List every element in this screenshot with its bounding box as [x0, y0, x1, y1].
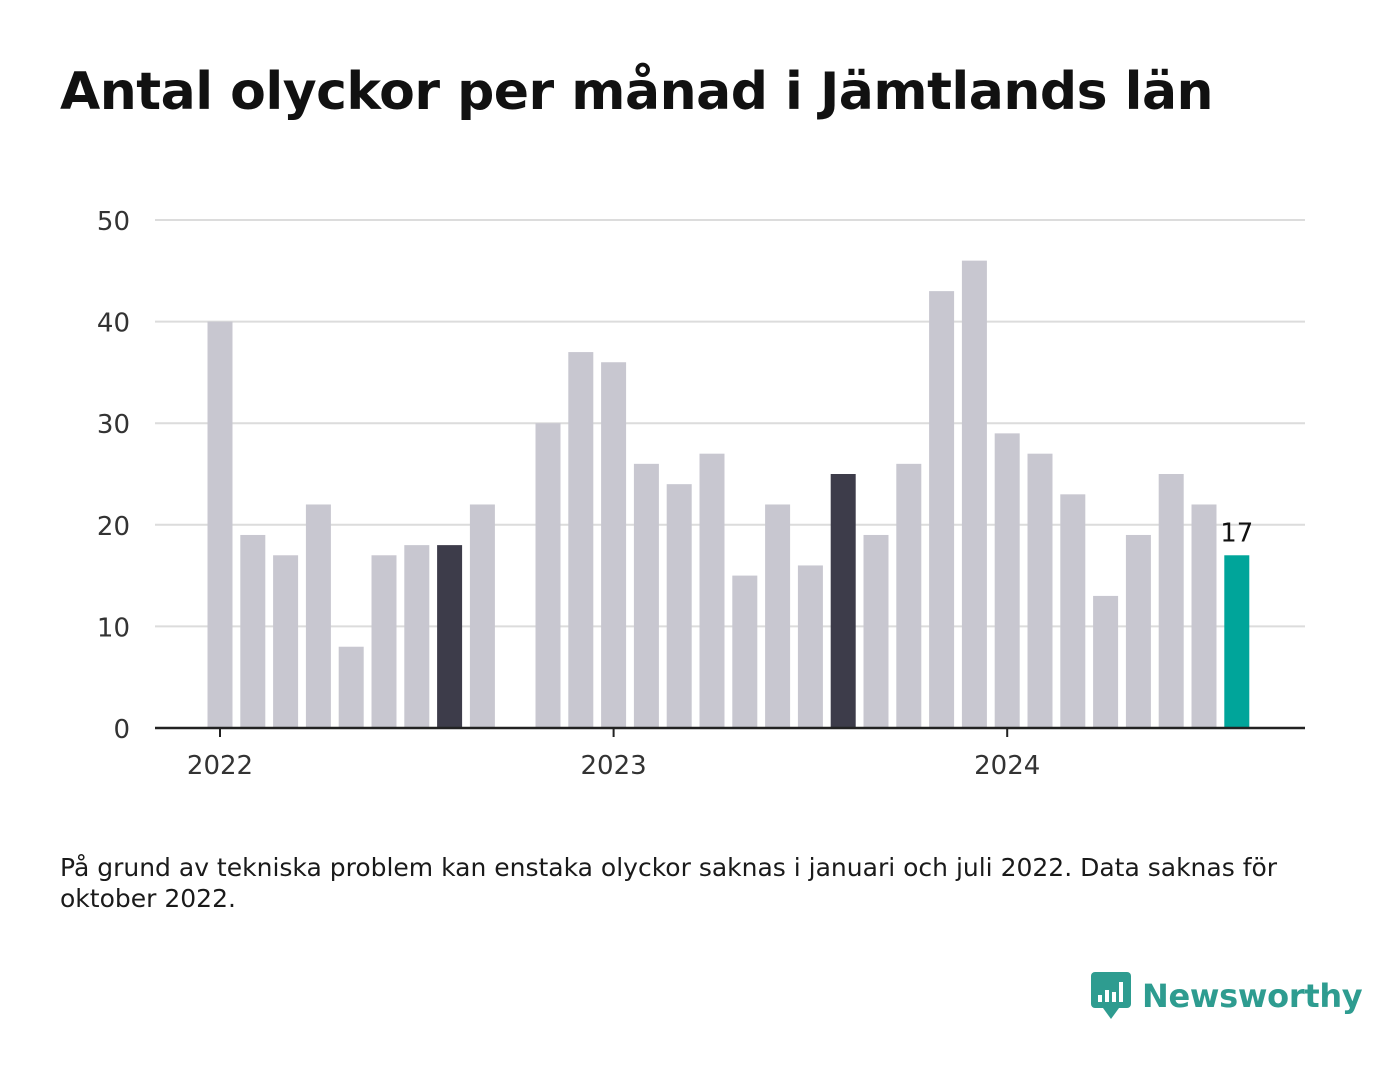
- x-tick-label: 2023: [581, 751, 647, 781]
- y-tick-label: 20: [97, 512, 130, 542]
- bar: [633, 463, 659, 728]
- bar: [1191, 504, 1217, 728]
- bar: [371, 555, 397, 728]
- bar: [765, 504, 791, 728]
- bar-chart: 0 10 20 30 40 50 2022 2023 2024 17: [97, 207, 1305, 781]
- bar: [896, 463, 922, 728]
- data-label: 17: [1220, 518, 1253, 548]
- y-tick-label: 0: [113, 715, 130, 745]
- bar: [469, 504, 495, 728]
- brand-logo: Newsworthy: [1090, 970, 1363, 1022]
- bar: [699, 453, 725, 728]
- bar: [830, 474, 856, 728]
- bar: [732, 575, 758, 728]
- bar: [1224, 555, 1250, 728]
- bar: [961, 260, 987, 728]
- brand-name: Newsworthy: [1142, 977, 1363, 1015]
- bar: [929, 291, 955, 728]
- y-tick-label: 30: [97, 410, 130, 440]
- bar: [1093, 595, 1119, 728]
- bar: [994, 433, 1020, 728]
- bar: [535, 423, 561, 728]
- bar: [568, 352, 594, 728]
- bar: [273, 555, 299, 728]
- bar: [666, 484, 692, 728]
- bar: [305, 504, 331, 728]
- x-tick-label: 2022: [187, 751, 253, 781]
- chart-title: Antal olyckor per månad i Jämtlands län: [60, 62, 1214, 122]
- bar: [863, 534, 889, 728]
- bar: [338, 646, 364, 728]
- bar: [1060, 494, 1086, 728]
- bar: [404, 545, 430, 728]
- y-tick-label: 40: [97, 309, 130, 339]
- bar: [1125, 534, 1151, 728]
- bar: [797, 565, 823, 728]
- x-tick-label: 2024: [974, 751, 1040, 781]
- y-axis-labels: 0 10 20 30 40 50: [97, 207, 130, 745]
- bar: [601, 362, 627, 728]
- bar: [437, 545, 463, 728]
- bar: [1158, 474, 1184, 728]
- bars: [207, 260, 1250, 728]
- bar: [240, 534, 266, 728]
- footnote: På grund av tekniska problem kan enstaka…: [60, 853, 1278, 913]
- annotations: 17: [1220, 518, 1253, 548]
- x-axis: 2022 2023 2024: [155, 726, 1305, 781]
- y-tick-label: 10: [97, 613, 130, 643]
- newsworthy-logo-icon: [1091, 972, 1131, 1019]
- bar: [207, 321, 233, 728]
- bar: [1027, 453, 1053, 728]
- y-tick-label: 50: [97, 207, 130, 237]
